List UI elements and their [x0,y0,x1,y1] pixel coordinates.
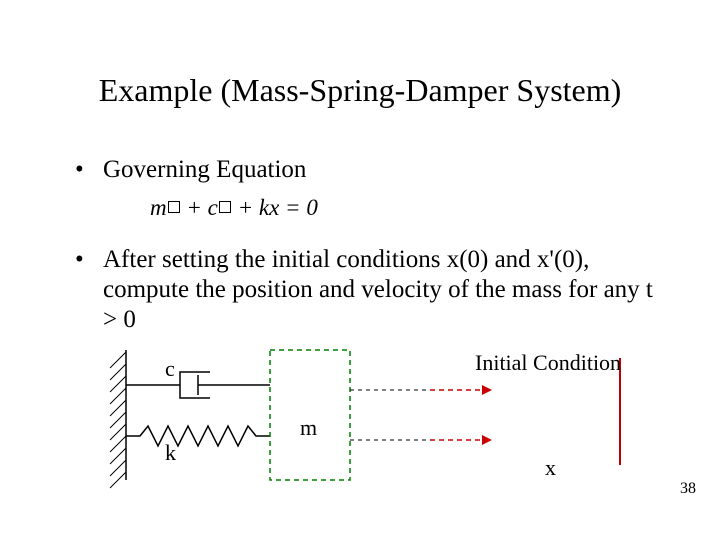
label-mass-m: m [300,415,317,441]
label-spring-k: k [165,440,176,466]
page-number: 38 [680,480,696,498]
label-axis-x: x [545,455,556,481]
label-damper-c: c [165,356,175,382]
label-initial-condition: Initial Condition [475,350,621,376]
msd-diagram [0,0,720,540]
